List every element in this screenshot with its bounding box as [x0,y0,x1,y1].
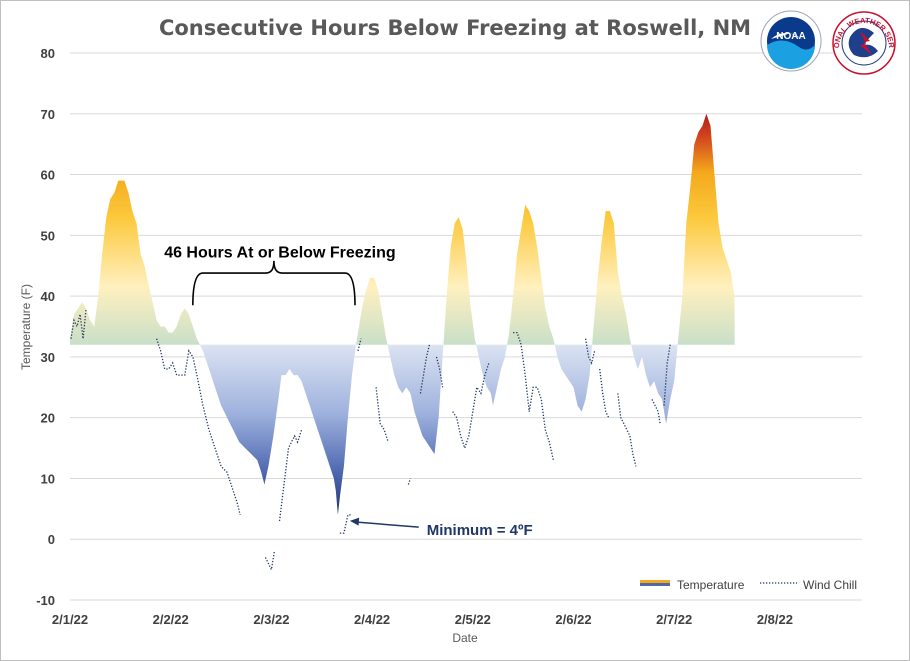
y-tick-label: 30 [41,350,55,365]
x-tick-label: 2/8/22 [757,612,793,627]
wind-chill-segment [339,514,352,534]
x-tick-label: 2/7/22 [656,612,692,627]
y-tick-label: 10 [41,471,55,486]
noaa-logo: NOAA [760,10,822,72]
duration-bracket [192,260,356,306]
wind-chill-segment [452,362,490,451]
wind-chill-segment [584,338,596,365]
legend-temperature-label: Temperature [677,578,745,592]
wind-chill-segment [617,393,637,467]
noaa-logo-text: NOAA [776,31,805,42]
y-tick-label: 80 [41,46,55,61]
freezing-duration-annotation: 46 Hours At or Below Freezing [164,245,396,306]
legend-wind-chill-label: Wind Chill [803,578,857,592]
wind-chill-segment [264,551,276,572]
wind-chill-segment [70,308,87,339]
x-axis-ticks: 2/1/22 2/2/22 2/3/22 2/4/22 2/5/22 2/6/22 2/7/… [52,612,793,627]
chart-title: Consecutive Hours Below Freezing at Rosw… [159,16,751,40]
wind-chill-series [70,308,671,572]
nws-logo: NATIONAL WEATHER SERVICE [832,11,896,75]
wind-chill-segment [651,399,661,424]
x-tick-label: 2/4/22 [354,612,390,627]
wind-chill-segment [599,368,610,418]
minimum-arrow [353,521,419,528]
x-tick-label: 2/2/22 [153,612,189,627]
wind-chill-segment [357,338,362,351]
x-tick-label: 2/6/22 [555,612,591,627]
y-tick-label: 40 [41,289,55,304]
wind-chill-segment [155,338,241,516]
wind-chill-segment [278,429,303,522]
y-tick-label: 70 [41,107,55,122]
legend: Temperature Wind Chill [640,578,857,592]
wind-chill-segment [513,331,555,461]
x-tick-label: 2/1/22 [52,612,88,627]
y-tick-label: 60 [41,168,55,183]
wind-chill-segment [419,344,431,394]
minimum-label: Minimum = 4ºF [427,522,533,539]
x-axis-label: Date [452,631,478,645]
wind-chill-segment [407,478,412,485]
y-tick-label: 20 [41,411,55,426]
minimum-annotation: Minimum = 4ºF [349,517,533,539]
legend-temperature-swatch [640,580,670,586]
gridlines [70,52,862,601]
minimum-arrowhead [349,517,360,526]
y-tick-label: -10 [36,593,55,608]
wind-chill-segment [375,387,389,443]
y-tick-label: 50 [41,228,55,243]
duration-label: 46 Hours At or Below Freezing [164,245,395,262]
temperature-area-above-freezing [70,113,735,346]
wind-chill-segment [435,356,444,388]
y-axis-ticks: -10 0 10 20 30 40 50 60 70 80 [36,46,55,608]
x-tick-label: 2/3/22 [253,612,289,627]
wind-chill-segment [663,344,671,406]
y-tick-label: 0 [48,532,55,547]
y-axis-label: Temperature (F) [19,284,33,370]
temperature-area-below-freezing [200,345,678,515]
x-tick-label: 2/5/22 [455,612,491,627]
